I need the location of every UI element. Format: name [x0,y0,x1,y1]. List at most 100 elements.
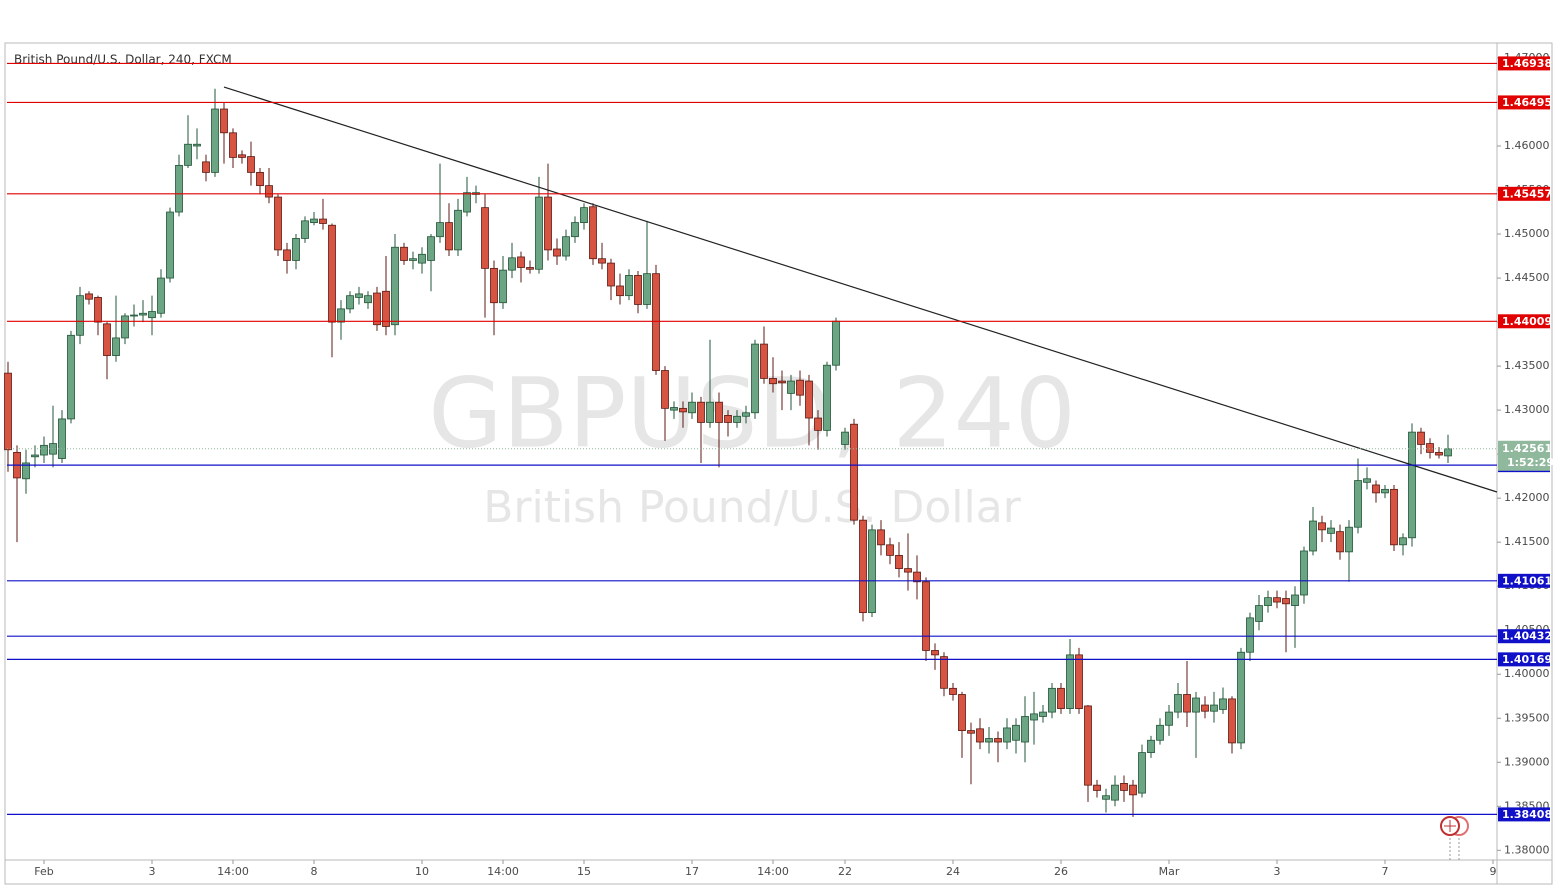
candle-body [310,218,318,223]
watermark-description: British Pound/U.S. Dollar [483,482,1021,533]
candle-body [292,238,300,261]
candle-body [409,258,417,261]
candle-body [769,378,777,385]
y-tick-label: 1.43500 [1504,359,1550,372]
candle-body [319,218,327,224]
level-label-box [1498,95,1550,110]
candle-body [661,370,669,409]
candle-body [1156,724,1164,741]
candle-body [1273,597,1281,603]
candle-body [760,343,768,379]
candle-body [1057,687,1065,709]
last-price-label: 1.42561 [1502,442,1552,455]
level-label-box [1498,314,1550,329]
candle-body [1246,617,1254,653]
candle-body [940,656,948,689]
candle-body [1345,526,1353,553]
candle-body [1408,431,1416,539]
candle-body [148,311,156,319]
x-tick-label: 14:00 [217,865,249,878]
x-tick-label: 14:00 [487,865,519,878]
candle-body [859,519,867,614]
level-label-box [1498,573,1550,588]
level-label: 1.40432 [1502,630,1552,643]
candle-body [715,401,723,423]
candle-body [220,108,228,134]
candle-body [157,277,165,314]
candle-body [1093,784,1101,791]
candle-body [508,257,516,271]
candle-body [1138,752,1146,794]
level-label-box [1498,629,1550,644]
candle-body [832,320,840,366]
level-label: 1.44009 [1502,315,1552,328]
candle-body [877,529,885,546]
candle-body [742,412,750,417]
candle-body [418,253,426,264]
candle-body [1426,443,1434,453]
candle-body [103,323,111,356]
level-label-box [1498,652,1550,667]
candle-body [625,275,633,297]
trendline [223,86,1498,493]
candle-body [994,738,1002,743]
candle-body [58,418,66,459]
candle-body [571,222,579,238]
candle-body [139,312,147,316]
candle-body [796,379,804,396]
candle-body [499,269,507,304]
candle-body [706,401,714,423]
candle-body [1066,654,1074,709]
y-tick-label: 1.42000 [1504,491,1550,504]
candle-body [85,293,93,300]
x-tick-label: 24 [946,865,960,878]
y-tick-label: 1.40000 [1504,667,1550,680]
candle-body [679,407,687,413]
candle-body [445,222,453,251]
candle-body [634,275,642,305]
candle-body [1183,694,1191,713]
candle-body [598,258,606,264]
plot-area [4,62,1498,817]
candle-body [112,337,120,356]
candle-body [913,571,921,583]
candle-body [1120,783,1128,791]
candle-body [1174,694,1182,713]
candle-body [1084,705,1092,786]
candle-body [4,372,12,451]
candle-body [454,209,462,251]
candle-body [1228,698,1236,744]
candle-body [1255,605,1263,622]
candle-body [868,529,876,614]
level-label-box [1498,56,1550,71]
candle-body [355,293,363,298]
candle-body [121,315,129,339]
candle-body [490,267,498,304]
candle-body [1147,739,1155,753]
candle-body [1390,488,1398,546]
candle-body [814,417,822,431]
candle-body [616,285,624,297]
candle-body [724,415,732,423]
candle-body [382,290,390,327]
candle-body [805,380,813,419]
candle-body [283,249,291,261]
x-tick-label: 26 [1054,865,1068,878]
candle-body [670,407,678,411]
indicator-icon [1440,816,1469,860]
y-tick-label: 1.41500 [1504,535,1550,548]
candle-body [337,308,345,323]
candle-body [40,444,48,456]
candle-body [949,687,957,695]
candle-body [1381,488,1389,494]
candle-body [202,161,210,173]
candle-body [427,236,435,261]
level-label-box [1498,186,1550,201]
countdown-label: 1:52:29 [1507,456,1554,469]
candle-body [823,364,831,431]
candle-body [1237,651,1245,744]
candle-body [967,730,975,734]
watermark: GBPUSD, 240 British Pound/U.S. Dollar [428,357,1076,533]
candle-body [958,694,966,731]
candle-body [1363,478,1371,483]
